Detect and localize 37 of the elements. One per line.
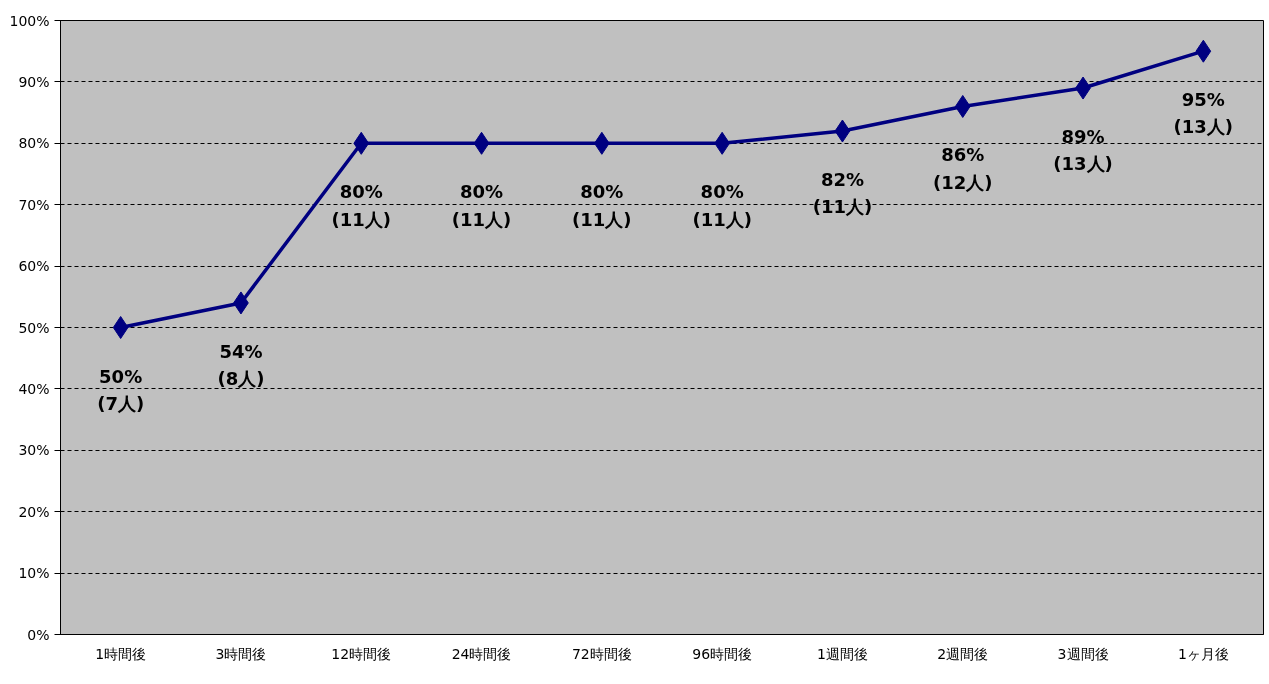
- data-label: 80% (11人): [692, 181, 752, 230]
- point: [353, 131, 370, 155]
- x-tick-label: 3週間後: [1057, 645, 1109, 662]
- point: [1195, 39, 1212, 63]
- point: [954, 94, 971, 118]
- y-tick-label: 30%: [18, 442, 50, 459]
- point: [834, 119, 851, 143]
- x-tick-label: 1時間後: [95, 645, 147, 662]
- data-label: 86% (12人): [933, 144, 993, 193]
- y-tick-label: 10%: [18, 565, 50, 582]
- data-label: 89% (13人): [1053, 126, 1113, 175]
- data-label: 80% (11人): [572, 181, 632, 230]
- x-tick-label: 96時間後: [692, 645, 753, 662]
- data-label: 54% (8人): [217, 340, 265, 390]
- data-label: 80% (11人): [331, 181, 392, 230]
- y-tick-label: 60%: [18, 258, 50, 275]
- y-tick-label: 80%: [18, 135, 50, 152]
- y-tick-label: 90%: [18, 73, 50, 90]
- y-tick-label: 50%: [18, 319, 50, 336]
- x-tick-label: 72時間後: [571, 645, 632, 662]
- x-tick-label: 12時間後: [331, 645, 392, 662]
- x-tick-label: 1週間後: [817, 645, 868, 662]
- point: [473, 131, 490, 155]
- y-tick-label: 20%: [18, 503, 50, 520]
- x-tick-label: 3時間後: [215, 645, 267, 662]
- data-label: 80% (11人): [451, 181, 512, 230]
- x-tick-label: 2週間後: [937, 645, 989, 662]
- y-tick-label: 40%: [18, 380, 50, 397]
- data-label: 82% (11人): [812, 169, 873, 218]
- x-tick-label: 24時間後: [451, 645, 512, 662]
- y-tick-label: 100%: [9, 12, 50, 29]
- point: [112, 316, 129, 339]
- x-tick-label: 1ヶ月後: [1177, 645, 1229, 662]
- y-tick-label: 0%: [27, 626, 50, 643]
- data-label: 50% (7人): [97, 365, 145, 414]
- data-label: 95% (13人): [1173, 89, 1234, 138]
- y-tick-label: 70%: [18, 196, 50, 213]
